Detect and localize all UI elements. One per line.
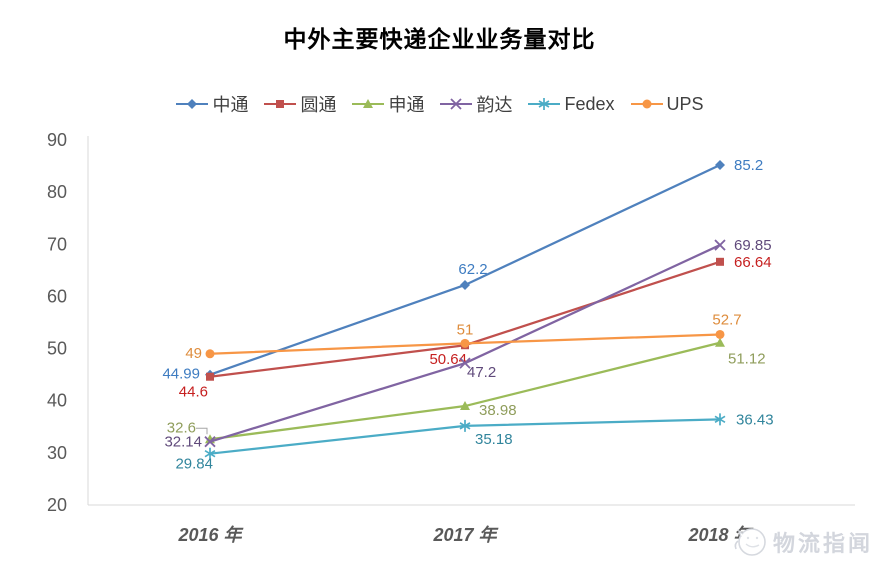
asterisk-marker bbox=[204, 447, 216, 460]
circle-marker bbox=[715, 329, 725, 339]
data-label-UPS: 52.7 bbox=[712, 311, 741, 328]
y-tick-label: 90 bbox=[47, 130, 67, 150]
data-label-Fedex: 36.43 bbox=[736, 411, 774, 428]
x-category-label: 2016 年 bbox=[177, 525, 244, 545]
triangle-marker bbox=[715, 337, 725, 347]
legend-diamond-icon bbox=[176, 99, 209, 109]
data-label-圆通: 44.6 bbox=[179, 384, 208, 401]
legend-item-UPS: UPS bbox=[630, 94, 704, 115]
legend-item-申通: 申通 bbox=[351, 91, 424, 117]
x-marker bbox=[714, 239, 726, 251]
data-label-中通: 85.2 bbox=[734, 157, 763, 174]
legend-asterisk-icon bbox=[528, 98, 561, 110]
legend-x-icon bbox=[440, 98, 473, 110]
legend-item-圆通: 圆通 bbox=[263, 91, 336, 117]
asterisk-marker bbox=[714, 413, 726, 426]
legend-item-中通: 中通 bbox=[175, 91, 248, 117]
diamond-marker bbox=[187, 99, 198, 109]
data-label-UPS: 49 bbox=[185, 345, 202, 362]
circle-marker bbox=[205, 349, 215, 359]
y-tick-label: 70 bbox=[47, 234, 67, 254]
diamond-marker bbox=[460, 279, 470, 290]
y-tick-label: 60 bbox=[47, 286, 67, 306]
data-label-圆通: 66.64 bbox=[734, 254, 772, 271]
legend-label: UPS bbox=[666, 93, 704, 114]
legend-label: Fedex bbox=[564, 93, 615, 114]
y-tick-label: 40 bbox=[47, 391, 67, 411]
data-label-中通: 44.99 bbox=[162, 366, 200, 383]
x-category-label: 2018 年 bbox=[687, 525, 754, 545]
triangle-marker bbox=[460, 401, 470, 411]
legend-item-韵达: 韵达 bbox=[439, 91, 512, 117]
square-marker bbox=[206, 372, 214, 381]
data-label-Fedex: 29.84 bbox=[175, 456, 213, 473]
data-label-UPS: 51 bbox=[457, 321, 474, 338]
chart-title: 中外主要快递企业业务量对比 bbox=[283, 26, 596, 53]
legend-item-Fedex: Fedex bbox=[527, 93, 615, 115]
legend-label: 韵达 bbox=[476, 95, 513, 115]
watermark: 物流指闻 bbox=[733, 523, 873, 561]
data-label-圆通: 50.64 bbox=[429, 351, 467, 368]
data-label-申通: 38.98 bbox=[479, 402, 517, 419]
chart-legend: 中通 圆通 申通 韵达 Fedex UPS bbox=[0, 91, 879, 117]
circle-marker bbox=[642, 99, 651, 109]
x-category-label: 2017 年 bbox=[432, 525, 499, 545]
legend-label: 中通 bbox=[212, 95, 249, 115]
data-label-申通: 32.6 bbox=[167, 419, 196, 436]
x-marker bbox=[459, 357, 471, 369]
y-tick-label: 20 bbox=[47, 495, 67, 515]
square-marker bbox=[716, 257, 724, 266]
data-label-韵达: 32.14 bbox=[164, 434, 202, 451]
x-marker bbox=[450, 98, 463, 110]
y-tick-label: 30 bbox=[47, 443, 67, 463]
data-label-Fedex: 35.18 bbox=[475, 431, 513, 448]
circle-marker bbox=[460, 338, 470, 348]
y-tick-label: 80 bbox=[47, 182, 67, 202]
legend-label: 圆通 bbox=[300, 95, 337, 115]
legend-triangle-icon bbox=[352, 99, 385, 108]
square-marker bbox=[276, 100, 285, 108]
data-label-中通: 62.2 bbox=[458, 261, 487, 278]
asterisk-marker bbox=[539, 98, 550, 110]
data-label-申通: 51.12 bbox=[728, 351, 766, 368]
diamond-marker bbox=[715, 160, 725, 171]
watermark-text: 物流指闻 bbox=[772, 531, 873, 556]
data-label-韵达: 69.85 bbox=[734, 237, 772, 254]
data-label-韵达: 47.2 bbox=[467, 364, 496, 381]
triangle-marker bbox=[363, 99, 374, 108]
x-marker bbox=[204, 436, 216, 448]
legend-square-icon bbox=[264, 100, 297, 108]
y-tick-label: 50 bbox=[47, 339, 67, 359]
megaphone-mascot-icon bbox=[734, 528, 766, 556]
legend-circle-icon bbox=[630, 99, 663, 109]
legend-label: 申通 bbox=[388, 95, 425, 115]
data-label-leader-line bbox=[196, 427, 208, 435]
asterisk-marker bbox=[459, 419, 471, 432]
